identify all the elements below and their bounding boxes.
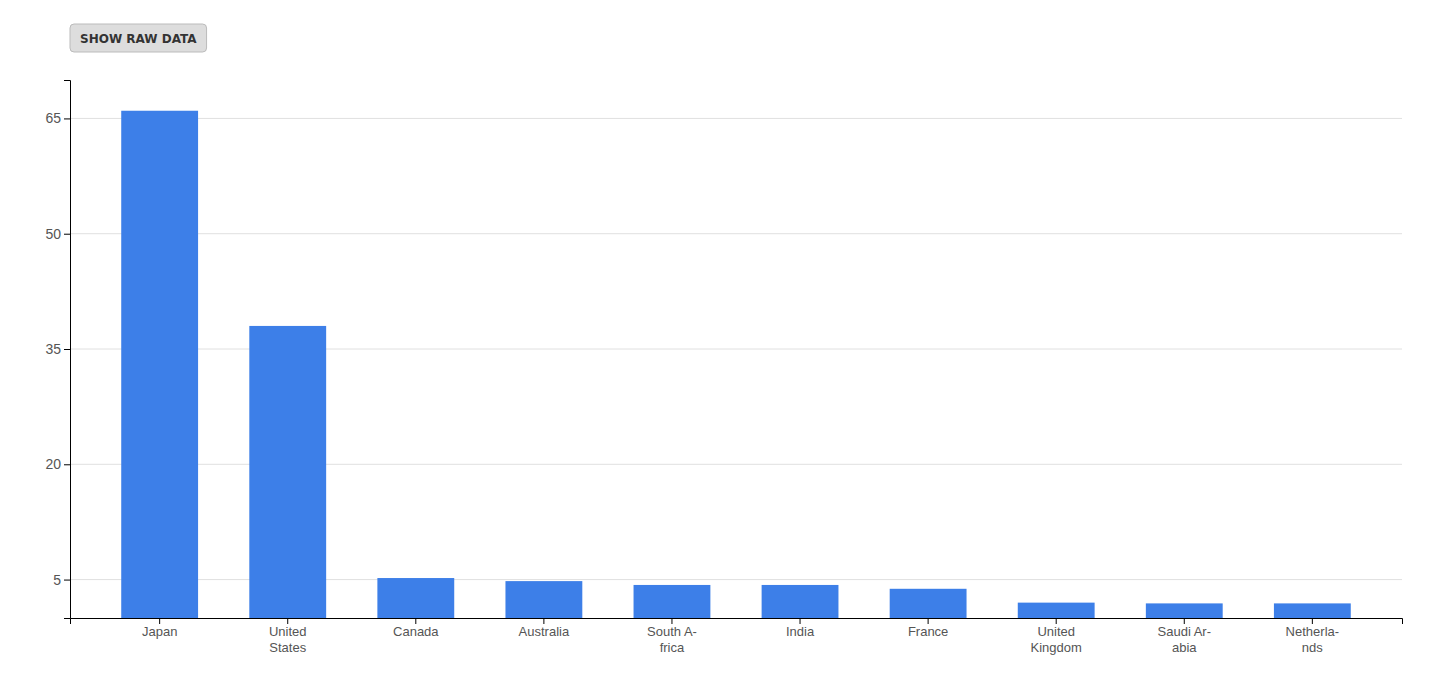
bar xyxy=(634,585,711,618)
tick-mark xyxy=(64,234,70,235)
tick-mark xyxy=(64,580,70,581)
plot: 520355065JapanUnitedStatesCanadaAustrali… xyxy=(45,81,1402,656)
tick-label-line: United xyxy=(269,624,307,639)
tick-label-line: States xyxy=(269,640,306,655)
tick-mark xyxy=(64,349,70,350)
tick-label-line: South A- xyxy=(647,624,697,639)
bar xyxy=(1018,603,1095,618)
tick-label-line: abia xyxy=(1172,640,1197,655)
tick-label: UnitedStates xyxy=(269,624,307,655)
bar xyxy=(1274,603,1351,618)
tick-mark xyxy=(64,118,70,119)
tick-label-line: Australia xyxy=(519,624,570,639)
tick-mark xyxy=(1056,618,1057,624)
bar xyxy=(1146,603,1223,618)
tick-mark xyxy=(1312,618,1313,624)
tick-mark xyxy=(928,618,929,624)
tick-label: UnitedKingdom xyxy=(1031,624,1082,655)
y-axis: 5 20 35 50 65 xyxy=(45,81,70,619)
tick-label: India xyxy=(786,624,815,639)
tick-mark xyxy=(671,618,672,624)
tick: Canada xyxy=(393,618,439,639)
tick-label-line: Japan xyxy=(142,624,177,639)
tick-mark xyxy=(800,618,801,624)
tick-label-line: Canada xyxy=(393,624,439,639)
tick: Japan xyxy=(142,618,177,639)
tick-label-line: India xyxy=(786,624,815,639)
tick-label-line: Saudi Ar- xyxy=(1158,624,1211,639)
button-background xyxy=(70,24,207,52)
tick-label-line: France xyxy=(908,624,948,639)
tick-label: 5 xyxy=(53,572,61,588)
bar xyxy=(249,326,326,618)
tick: France xyxy=(908,618,948,639)
tick: UnitedKingdom xyxy=(1031,618,1082,655)
tick-label: Saudi Ar-abia xyxy=(1158,624,1211,655)
tick: 5 xyxy=(53,572,70,588)
bar xyxy=(377,578,454,618)
bars xyxy=(121,111,1351,618)
grid-line xyxy=(70,233,1402,234)
tick-mark xyxy=(64,464,70,465)
bar xyxy=(890,589,967,618)
tick-label: Netherla-nds xyxy=(1286,624,1339,655)
tick-mark xyxy=(159,618,160,624)
tick-label: Australia xyxy=(519,624,570,639)
tick-label: France xyxy=(908,624,948,639)
axis-line xyxy=(71,619,1403,625)
tick: 35 xyxy=(45,341,70,357)
tick: Saudi Ar-abia xyxy=(1158,618,1211,655)
grid-line xyxy=(70,118,1402,119)
tick: 50 xyxy=(45,226,70,242)
tick: 65 xyxy=(45,110,70,126)
tick-label-line: frica xyxy=(660,640,685,655)
annotation: SHOW RAW DATA xyxy=(80,32,197,46)
tick-label: 65 xyxy=(45,110,61,126)
tick-label: Japan xyxy=(142,624,177,639)
tick-label-line: nds xyxy=(1302,640,1323,655)
bar xyxy=(762,585,839,618)
tick-label: South A-frica xyxy=(647,624,697,655)
tick: South A-frica xyxy=(647,618,697,655)
chart: 520355065JapanUnitedStatesCanadaAustrali… xyxy=(0,0,1442,698)
tick-label: 50 xyxy=(45,226,61,242)
tick-label-line: Netherla- xyxy=(1286,624,1339,639)
x-axis: JapanUnitedStatesCanadaAustraliaSouth A-… xyxy=(71,618,1403,655)
bar xyxy=(121,111,198,618)
tick-mark xyxy=(543,618,544,624)
tick-label: 35 xyxy=(45,341,61,357)
bar xyxy=(505,581,582,618)
axis-line xyxy=(64,81,71,619)
tick-mark xyxy=(1184,618,1185,624)
tick-label: 20 xyxy=(45,456,61,472)
tick: 20 xyxy=(45,456,70,472)
tick: Australia xyxy=(519,618,570,639)
tick-mark xyxy=(415,618,416,624)
tick-mark xyxy=(287,618,288,624)
tick-label-line: United xyxy=(1037,624,1075,639)
tick: India xyxy=(786,618,815,639)
tick-label: Canada xyxy=(393,624,439,639)
tick: Netherla-nds xyxy=(1286,618,1339,655)
button: SHOW RAW DATA xyxy=(70,24,207,52)
tick-label-line: Kingdom xyxy=(1031,640,1082,655)
tick: UnitedStates xyxy=(269,618,307,655)
